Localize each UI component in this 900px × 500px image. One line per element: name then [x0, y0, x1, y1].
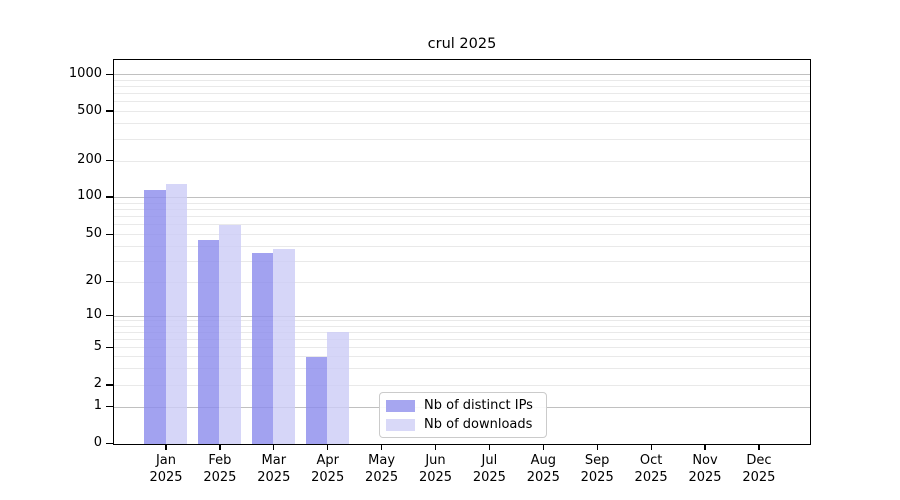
gridline-minor [114, 384, 810, 386]
x-tick-mark [596, 445, 598, 450]
chart-title: crul 2025 [427, 36, 497, 52]
y-tick-label: 500 [77, 102, 102, 118]
legend-item-downloads: Nb of downloads [386, 417, 540, 432]
y-tick-mark [106, 233, 113, 235]
gridline-minor [114, 347, 810, 349]
gridline-minor [114, 86, 810, 88]
gridline-minor [114, 245, 810, 247]
gridline-minor [114, 216, 810, 218]
y-tick-mark [106, 110, 113, 112]
gridline-minor [114, 325, 810, 327]
gridline-major [114, 315, 810, 317]
gridline-minor [114, 338, 810, 340]
y-tick-label: 50 [85, 225, 102, 241]
bar-distinct-ips-jan [144, 190, 166, 444]
x-tick-mark [165, 445, 167, 450]
legend: Nb of distinct IPs Nb of downloads [379, 392, 547, 438]
x-tick-mark [273, 445, 275, 450]
x-tick-mark [758, 445, 760, 450]
bar-downloads-apr [327, 332, 349, 444]
x-tick-label-dec: Dec 2025 [742, 453, 776, 485]
y-tick-mark [106, 281, 113, 283]
y-tick-mark [106, 314, 113, 317]
x-tick-label-jun: Jun 2025 [418, 453, 453, 485]
x-tick-mark [542, 445, 544, 450]
gridline-minor [114, 234, 810, 236]
x-tick-label-apr: Apr 2025 [311, 453, 345, 485]
x-tick-mark [327, 445, 329, 450]
y-tick-label: 5 [93, 338, 102, 354]
y-tick-mark [106, 346, 113, 348]
gridline-major [114, 196, 810, 198]
bar-distinct-ips-feb [197, 240, 220, 444]
gridline-minor [114, 79, 810, 81]
y-tick-mark [106, 160, 113, 162]
gridline-minor [114, 356, 810, 358]
bar-downloads-jan [165, 183, 187, 444]
x-tick-label-nov: Nov 2025 [688, 453, 722, 485]
x-tick-label-jan: Jan 2025 [149, 453, 183, 485]
y-tick-label: 100 [77, 188, 102, 204]
y-tick-label: 2 [93, 376, 102, 392]
y-tick-label: 20 [85, 273, 102, 289]
gridline-minor [114, 111, 810, 113]
x-tick-label-sep: Sep 2025 [580, 453, 614, 485]
y-tick-mark [106, 442, 113, 445]
gridline-minor [114, 331, 810, 333]
y-tick-label: 10 [85, 307, 102, 322]
x-tick-mark [704, 445, 706, 450]
y-tick-label: 1 [93, 398, 102, 414]
x-tick-label-jul: Jul 2025 [472, 453, 506, 485]
x-tick-label-oct: Oct 2025 [634, 453, 668, 485]
gridline-minor [114, 123, 810, 125]
gridline-minor [114, 138, 810, 140]
bar-downloads-mar [273, 248, 295, 444]
y-tick-label: 0 [93, 435, 102, 450]
x-tick-mark [381, 445, 383, 450]
x-tick-label-feb: Feb 2025 [203, 453, 237, 485]
legend-label-distinct-ips: Nb of distinct IPs [424, 398, 533, 413]
gridline-major [114, 74, 810, 76]
x-tick-mark [434, 445, 437, 450]
gridline-minor [114, 160, 810, 162]
bar-distinct-ips-mar [251, 253, 274, 444]
y-tick-mark [106, 196, 113, 198]
legend-swatch-distinct-ips [386, 399, 415, 412]
y-tick-mark [106, 384, 113, 386]
gridline-minor [114, 281, 810, 283]
bar-downloads-feb [219, 224, 241, 444]
plot-area [113, 59, 811, 445]
x-tick-label-aug: Aug 2025 [526, 453, 560, 485]
x-tick-label-may: May 2025 [365, 453, 399, 485]
x-tick-mark [488, 445, 491, 450]
y-tick-label: 1000 [68, 65, 102, 81]
y-tick-mark [106, 406, 113, 408]
x-tick-mark [219, 445, 221, 450]
gridline-minor [114, 260, 810, 262]
legend-swatch-downloads [386, 418, 415, 431]
y-tick-label: 200 [77, 152, 102, 168]
legend-label-downloads: Nb of downloads [424, 417, 533, 432]
gridline-minor [114, 224, 810, 226]
legend-item-distinct-ips: Nb of distinct IPs [386, 398, 540, 413]
gridline-minor [114, 368, 810, 370]
gridline-minor [114, 93, 810, 95]
x-tick-mark [650, 445, 652, 450]
gridline-minor [114, 320, 810, 322]
gridline-minor [114, 202, 810, 204]
gridline-minor [114, 208, 810, 210]
gridline-minor [114, 101, 810, 103]
bar-distinct-ips-apr [305, 356, 328, 444]
x-tick-label-mar: Mar 2025 [257, 453, 291, 485]
y-tick-mark [106, 73, 113, 76]
